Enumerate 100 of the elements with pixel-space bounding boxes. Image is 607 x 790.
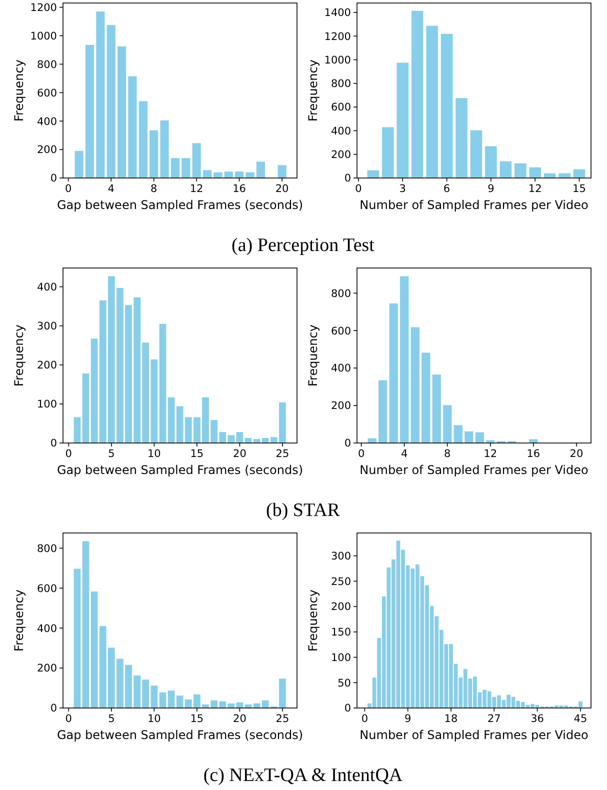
y-tick-label: 600 <box>330 325 351 338</box>
bar <box>426 26 438 178</box>
y-tick-label: 200 <box>36 144 57 156</box>
y-tick-label: 800 <box>330 288 351 300</box>
x-tick-label: 36 <box>530 713 544 725</box>
bar <box>529 167 541 178</box>
y-tick-label: 300 <box>330 550 351 562</box>
y-tick-label: 0 <box>50 438 57 450</box>
x-tick-label: 20 <box>570 448 584 460</box>
x-tick-label: 4 <box>400 448 408 460</box>
x-tick-label: 5 <box>108 713 115 725</box>
bar <box>159 324 166 443</box>
bar <box>202 170 212 178</box>
y-tick-label: 400 <box>36 116 57 128</box>
y-tick-label: 400 <box>36 281 57 294</box>
bar <box>470 130 482 178</box>
y-axis-title: Frequency <box>306 590 320 652</box>
x-tick-label: 12 <box>528 183 542 195</box>
x-axis-title: Number of Sampled Frames per Video <box>360 198 588 212</box>
bar <box>74 150 84 178</box>
y-tick-label: 200 <box>330 601 351 614</box>
bar <box>159 692 166 708</box>
x-axis-title: Gap between Sampled Frames (seconds) <box>56 463 304 477</box>
y-tick-label: 250 <box>330 576 351 588</box>
bar <box>382 127 394 178</box>
x-tick-label: 8 <box>150 183 158 195</box>
x-tick-label: 15 <box>190 448 204 460</box>
x-tick-label: 12 <box>190 183 204 195</box>
x-axis-title: Gap between Sampled Frames (seconds) <box>56 728 304 742</box>
bar <box>85 44 94 178</box>
y-tick-label: 600 <box>36 87 57 100</box>
bar <box>278 165 286 178</box>
bar <box>74 568 81 708</box>
x-tick-label: 8 <box>444 448 451 460</box>
y-tick-label: 50 <box>338 677 351 690</box>
bar <box>128 76 137 178</box>
y-tick-label: 1000 <box>324 54 351 66</box>
bar <box>443 405 452 443</box>
bar <box>256 162 265 178</box>
bar <box>389 303 398 443</box>
bar <box>236 432 244 443</box>
x-tick-label: 16 <box>526 448 540 460</box>
y-tick-label: 1400 <box>324 7 351 20</box>
bar <box>168 690 175 708</box>
y-axis-title: Frequency <box>306 324 320 386</box>
y-tick-label: 200 <box>36 662 57 675</box>
bar <box>90 592 98 708</box>
y-tick-label: 800 <box>36 542 57 555</box>
bar <box>410 327 420 443</box>
text: (b) STAR <box>266 500 340 521</box>
y-tick-label: 400 <box>330 125 351 138</box>
bar <box>168 397 175 443</box>
x-tick-label: 20 <box>233 448 246 460</box>
y-tick-label: 0 <box>50 702 57 715</box>
x-tick-label: 20 <box>233 713 246 725</box>
x-tick-label: 0 <box>65 713 72 725</box>
bar <box>500 161 512 178</box>
y-tick-label: 1000 <box>30 30 57 42</box>
x-tick-label: 3 <box>399 183 406 195</box>
bar <box>400 276 409 443</box>
bar <box>411 10 424 178</box>
bar <box>396 62 409 178</box>
y-axis-title: Frequency <box>12 590 26 652</box>
x-tick-label: 45 <box>574 713 588 725</box>
x-tick-label: 25 <box>276 713 290 725</box>
y-tick-label: 0 <box>344 702 351 715</box>
y-tick-label: 600 <box>330 102 351 114</box>
x-tick-label: 0 <box>361 713 368 725</box>
y-tick-label: 800 <box>36 58 57 71</box>
y-tick-label: 600 <box>36 582 57 595</box>
y-tick-label: 0 <box>344 438 351 450</box>
text: (a) Perception Test <box>232 235 376 256</box>
y-tick-label: 0 <box>50 172 57 185</box>
x-tick-label: 25 <box>276 448 290 460</box>
bar <box>82 373 90 443</box>
bar <box>432 374 441 443</box>
bar <box>485 146 497 178</box>
x-tick-label: 9 <box>404 713 412 725</box>
bar <box>117 46 126 178</box>
x-tick-label: 15 <box>190 713 204 725</box>
y-axis-title: Frequency <box>306 60 320 122</box>
bar <box>514 163 526 178</box>
bar <box>106 25 116 178</box>
y-tick-label: 150 <box>330 626 351 639</box>
x-tick-label: 18 <box>444 713 458 725</box>
y-axis-title: Frequency <box>12 324 26 386</box>
y-tick-label: 800 <box>330 78 351 90</box>
x-tick-label: 0 <box>65 448 72 460</box>
x-tick-label: 10 <box>147 448 161 460</box>
bar <box>74 417 81 443</box>
bar <box>235 172 244 178</box>
bar <box>378 380 388 443</box>
bar <box>150 686 158 708</box>
x-tick-label: 16 <box>232 183 246 195</box>
y-tick-label: 1200 <box>30 2 57 14</box>
y-tick-label: 1200 <box>324 30 351 43</box>
bar <box>422 352 430 443</box>
y-tick-label: 100 <box>330 652 351 664</box>
y-axis-title: Frequency <box>12 60 26 122</box>
bar <box>246 172 254 178</box>
